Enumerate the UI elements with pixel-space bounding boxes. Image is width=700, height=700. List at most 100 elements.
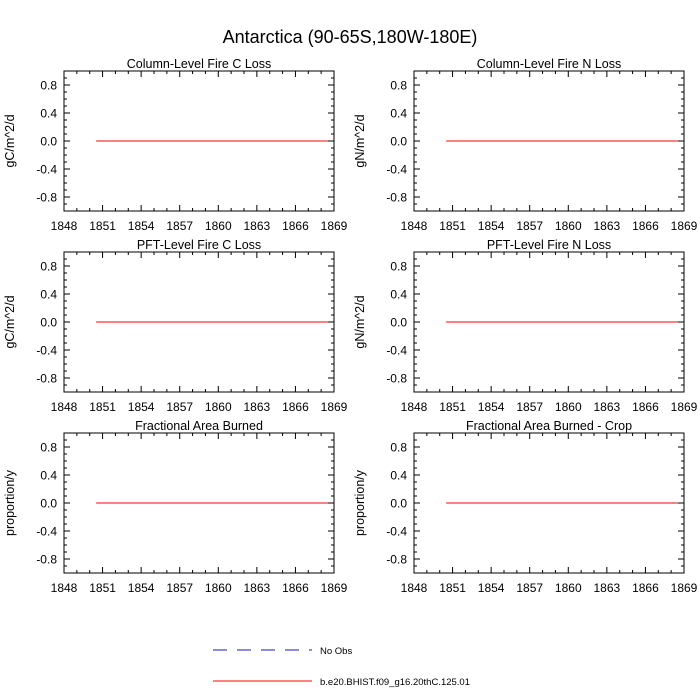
- panel-title: Fractional Area Burned: [135, 419, 263, 433]
- y-tick-label: 0.0: [390, 497, 407, 511]
- panel-title: Fractional Area Burned - Crop: [466, 419, 632, 433]
- y-axis-label: gC/m^2/d: [3, 295, 17, 348]
- x-tick-label: 1854: [478, 219, 505, 233]
- y-axis-label: gN/m^2/d: [353, 114, 367, 167]
- x-tick-label: 1863: [594, 581, 621, 595]
- y-tick-label: 0.8: [390, 79, 407, 93]
- x-tick-label: 1857: [516, 219, 543, 233]
- legend: No Obs b.e20.BHIST.f09_g16.20thC.125.01: [213, 646, 470, 688]
- x-tick-label: 1851: [439, 581, 466, 595]
- panel-title: PFT-Level Fire C Loss: [137, 238, 261, 252]
- x-tick-label: 1848: [51, 400, 78, 414]
- x-tick-label: 1866: [632, 219, 659, 233]
- y-tick-label: 0.4: [40, 469, 57, 483]
- y-tick-label: -0.4: [386, 163, 407, 177]
- x-tick-label: 1851: [89, 581, 116, 595]
- y-tick-label: 0.8: [390, 260, 407, 274]
- y-tick-label: -0.4: [386, 525, 407, 539]
- y-tick-label: 0.8: [40, 79, 57, 93]
- x-tick-label: 1854: [478, 581, 505, 595]
- y-tick-label: -0.4: [386, 344, 407, 358]
- x-tick-label: 1854: [128, 581, 155, 595]
- chart-panel-5: Fractional Area Burned 1848 1851 1854 1857 18…: [3, 419, 348, 595]
- y-tick-label: -0.8: [386, 553, 407, 567]
- chart-panel-6: Fractional Area Burned - Crop 1848 1851 185…: [353, 419, 698, 595]
- x-tick-label: 1851: [439, 219, 466, 233]
- y-tick-label: -0.4: [36, 525, 57, 539]
- y-tick-label: -0.8: [36, 553, 57, 567]
- x-tick-label: 1857: [166, 581, 193, 595]
- x-tick-label: 1863: [244, 581, 271, 595]
- x-tick-label: 1866: [632, 400, 659, 414]
- y-tick-label: 0.4: [40, 288, 57, 302]
- x-tick-label: 1869: [671, 219, 698, 233]
- x-tick-label: 1851: [439, 400, 466, 414]
- x-tick-label: 1854: [128, 219, 155, 233]
- x-tick-label: 1863: [244, 219, 271, 233]
- y-tick-label: 0.8: [390, 441, 407, 455]
- x-tick-label: 1866: [632, 581, 659, 595]
- legend-label-1: No Obs: [320, 646, 352, 657]
- y-tick-label: -0.8: [36, 372, 57, 386]
- y-tick-label: 0.4: [390, 288, 407, 302]
- y-tick-label: 0.0: [40, 135, 57, 149]
- legend-label-2: b.e20.BHIST.f09_g16.20thC.125.01: [320, 677, 470, 688]
- panel-title: Column-Level Fire C Loss: [127, 57, 272, 71]
- x-tick-label: 1851: [89, 400, 116, 414]
- x-tick-label: 1860: [205, 400, 232, 414]
- figure-title: Antarctica (90-65S,180W-180E): [223, 27, 478, 47]
- y-tick-label: 0.0: [40, 497, 57, 511]
- x-tick-label: 1851: [89, 219, 116, 233]
- x-tick-label: 1848: [51, 219, 78, 233]
- x-tick-label: 1869: [671, 581, 698, 595]
- x-tick-label: 1869: [671, 400, 698, 414]
- x-tick-label: 1866: [282, 400, 309, 414]
- chart-panel-2: Column-Level Fire N Loss 1848 1851 1854 1857…: [353, 57, 698, 233]
- y-tick-label: -0.8: [386, 372, 407, 386]
- y-tick-label: -0.4: [36, 163, 57, 177]
- x-tick-label: 1869: [321, 219, 348, 233]
- y-tick-label: 0.8: [40, 441, 57, 455]
- x-tick-label: 1863: [594, 400, 621, 414]
- x-tick-label: 1848: [401, 219, 428, 233]
- chart-panel-1: Column-Level Fire C Loss 1848 1851 1854 1857…: [3, 57, 348, 233]
- x-tick-label: 1860: [555, 581, 582, 595]
- panel-title: Column-Level Fire N Loss: [477, 57, 622, 71]
- y-tick-label: 0.0: [390, 135, 407, 149]
- y-tick-label: -0.4: [36, 344, 57, 358]
- x-tick-label: 1860: [205, 581, 232, 595]
- panels: Column-Level Fire C Loss 1848 1851 1854 1857…: [3, 57, 698, 595]
- y-axis-label: proportion/y: [3, 469, 17, 536]
- x-tick-label: 1860: [205, 219, 232, 233]
- x-tick-label: 1848: [401, 581, 428, 595]
- y-tick-label: 0.4: [390, 469, 407, 483]
- chart-panel-3: PFT-Level Fire C Loss 1848 1851 1854 1857 186…: [3, 238, 348, 414]
- panel-title: PFT-Level Fire N Loss: [487, 238, 611, 252]
- y-tick-label: 0.4: [40, 107, 57, 121]
- x-tick-label: 1866: [282, 219, 309, 233]
- y-tick-label: 0.4: [390, 107, 407, 121]
- chart-panel-4: PFT-Level Fire N Loss 1848 1851 1854 1857 186…: [353, 238, 698, 414]
- x-tick-label: 1848: [51, 581, 78, 595]
- x-tick-label: 1857: [166, 219, 193, 233]
- x-tick-label: 1857: [516, 400, 543, 414]
- x-tick-label: 1869: [321, 581, 348, 595]
- x-tick-label: 1848: [401, 400, 428, 414]
- x-tick-label: 1860: [555, 219, 582, 233]
- x-tick-label: 1857: [516, 581, 543, 595]
- y-tick-label: 0.0: [390, 316, 407, 330]
- x-tick-label: 1866: [282, 581, 309, 595]
- y-axis-label: gN/m^2/d: [353, 295, 367, 348]
- y-tick-label: -0.8: [386, 191, 407, 205]
- x-tick-label: 1854: [128, 400, 155, 414]
- y-axis-label: proportion/y: [353, 469, 367, 536]
- y-tick-label: 0.8: [40, 260, 57, 274]
- x-tick-label: 1869: [321, 400, 348, 414]
- x-tick-label: 1860: [555, 400, 582, 414]
- x-tick-label: 1863: [244, 400, 271, 414]
- y-axis-label: gC/m^2/d: [3, 114, 17, 167]
- y-tick-label: -0.8: [36, 191, 57, 205]
- x-tick-label: 1863: [594, 219, 621, 233]
- y-tick-label: 0.0: [40, 316, 57, 330]
